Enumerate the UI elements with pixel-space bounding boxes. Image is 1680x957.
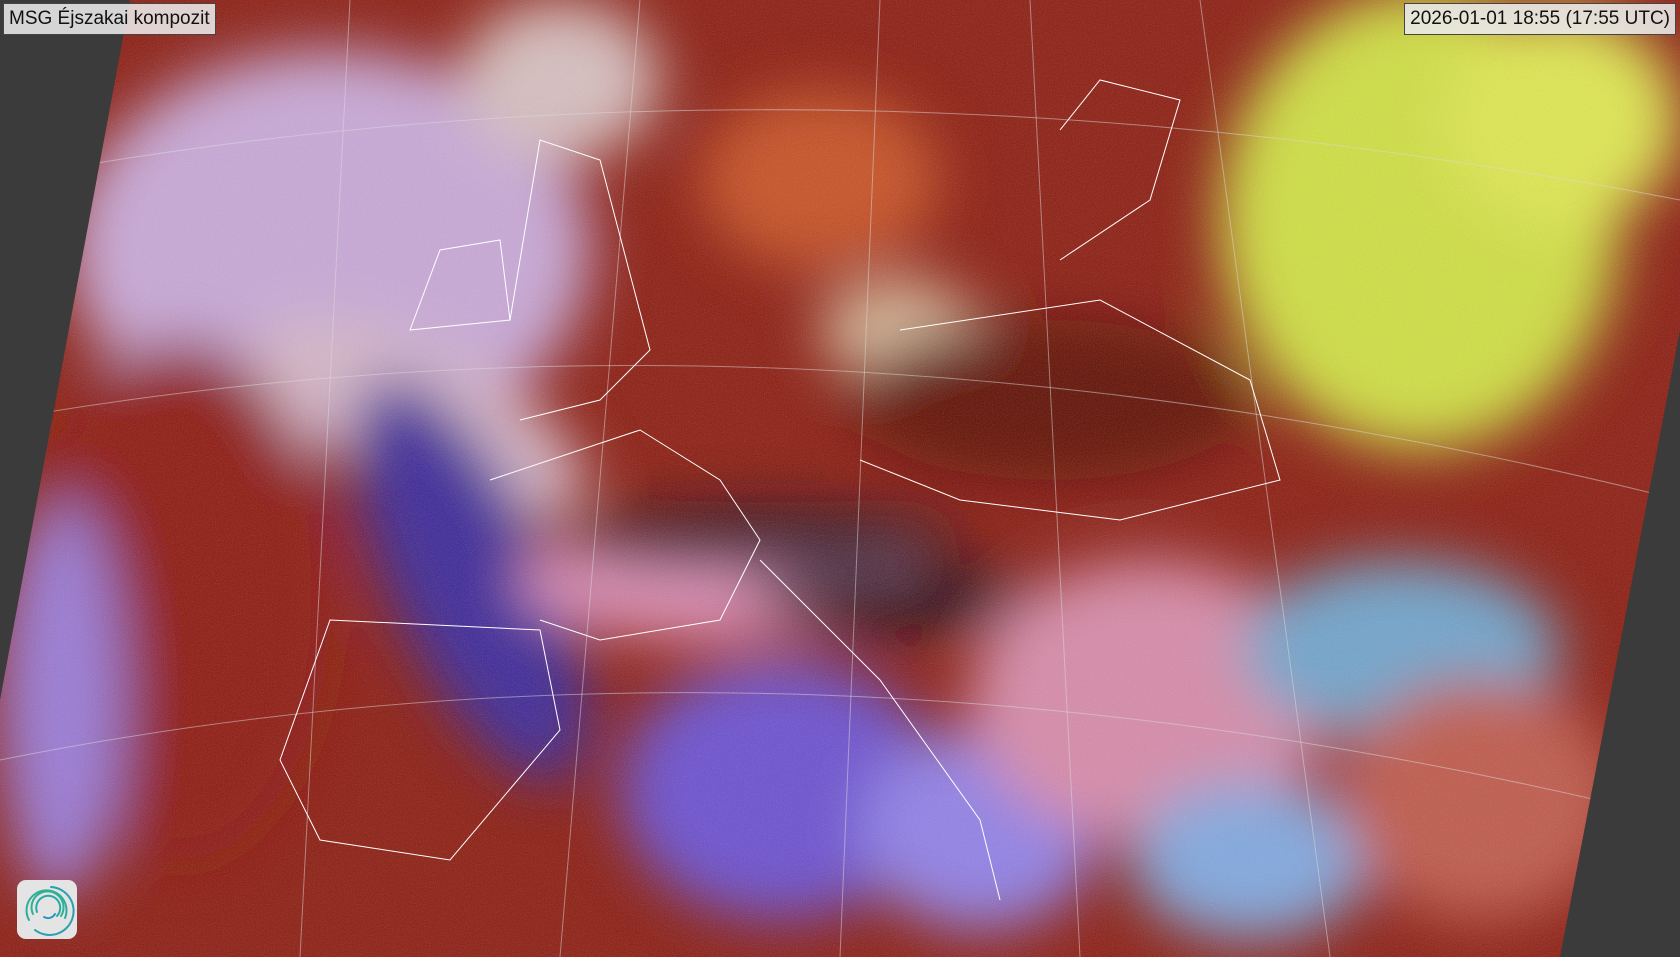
product-title: MSG Éjszakai kompozit [3,3,216,35]
swirl-logo-icon[interactable] [17,880,77,939]
timestamp-label: 2026-01-01 18:55 (17:55 UTC) [1404,3,1676,35]
country-borders [279,79,1281,901]
